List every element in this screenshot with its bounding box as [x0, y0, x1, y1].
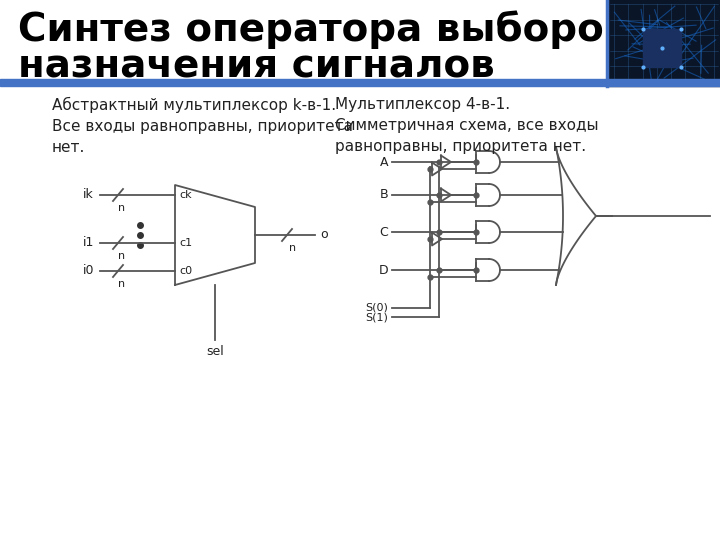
Text: n: n	[289, 243, 297, 253]
Text: c0: c0	[179, 266, 192, 276]
Text: назначения сигналов: назначения сигналов	[18, 47, 495, 85]
Text: i1: i1	[83, 237, 94, 249]
Bar	[0, 79, 720, 86]
Text: ik: ik	[84, 188, 94, 201]
Text: S(1): S(1)	[365, 312, 388, 322]
Text: B: B	[379, 188, 388, 201]
Text: D: D	[379, 264, 388, 276]
Text: Мультиплексор 4-в-1.
Симметричная схема, все входы
равноправны, приоритета нет.: Мультиплексор 4-в-1. Симметричная схема,…	[335, 97, 598, 154]
Text: c1: c1	[179, 238, 192, 248]
Text: n: n	[118, 203, 125, 213]
Text: n: n	[118, 251, 125, 261]
Text: ck: ck	[179, 190, 192, 200]
Text: A: A	[379, 156, 388, 168]
Text: Абстрактный мультиплексор k-в-1.
Все входы равноправны, приоритета
нет.: Абстрактный мультиплексор k-в-1. Все вхо…	[52, 97, 353, 155]
Text: S(0): S(0)	[365, 303, 388, 313]
Text: o: o	[320, 228, 328, 241]
Text: n: n	[118, 279, 125, 289]
Text: sel: sel	[206, 345, 224, 358]
Text: i0: i0	[83, 265, 94, 278]
Bar	[643, 29, 681, 67]
Bar	[608, 0, 720, 86]
Text: Синтез оператора выборочного: Синтез оператора выборочного	[18, 10, 720, 49]
Text: C: C	[379, 226, 388, 239]
